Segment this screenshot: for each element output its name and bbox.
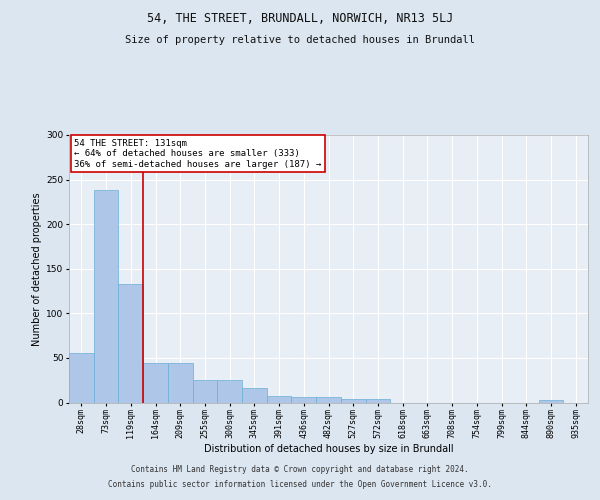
Bar (267, 396, 292, 402)
Bar (193, 380, 217, 402)
Bar (94, 190, 118, 402)
Bar (118, 284, 143, 403)
Text: Contains HM Land Registry data © Crown copyright and database right 2024.: Contains HM Land Registry data © Crown c… (131, 465, 469, 474)
Bar (217, 380, 242, 402)
Bar (341, 399, 365, 402)
Bar (539, 400, 563, 402)
Text: 54, THE STREET, BRUNDALL, NORWICH, NR13 5LJ: 54, THE STREET, BRUNDALL, NORWICH, NR13 … (147, 12, 453, 26)
Y-axis label: Number of detached properties: Number of detached properties (32, 192, 42, 346)
Bar (242, 388, 267, 402)
Bar (292, 397, 316, 402)
Bar (365, 399, 390, 402)
Text: Size of property relative to detached houses in Brundall: Size of property relative to detached ho… (125, 35, 475, 45)
Bar (168, 364, 193, 403)
X-axis label: Distribution of detached houses by size in Brundall: Distribution of detached houses by size … (203, 444, 454, 454)
Bar (143, 364, 168, 403)
Bar (69, 352, 94, 403)
Bar (316, 397, 341, 402)
Text: 54 THE STREET: 131sqm
← 64% of detached houses are smaller (333)
36% of semi-det: 54 THE STREET: 131sqm ← 64% of detached … (74, 139, 322, 169)
Text: Contains public sector information licensed under the Open Government Licence v3: Contains public sector information licen… (108, 480, 492, 489)
